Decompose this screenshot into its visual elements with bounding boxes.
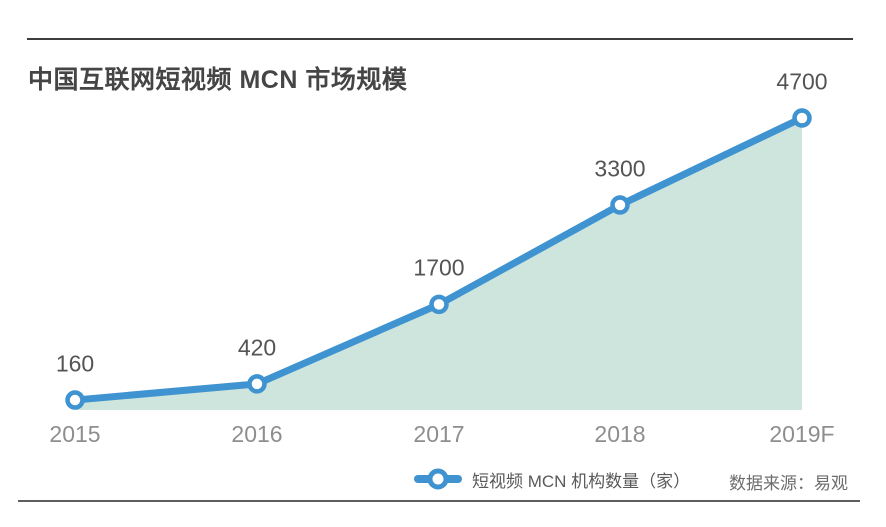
value-label: 420 <box>237 334 277 361</box>
data-point-marker <box>429 294 449 315</box>
x-axis-label: 2019F <box>769 421 835 447</box>
x-axis-label: 2016 <box>231 421 283 447</box>
legend-point-icon <box>427 468 449 490</box>
area-fill <box>75 118 802 410</box>
bottom-divider <box>18 500 860 502</box>
legend-series-label: 短视频 MCN 机构数量（家） <box>472 471 691 491</box>
data-point-marker <box>247 374 267 394</box>
legend-line-marker-icon <box>414 468 462 490</box>
data-point-marker <box>792 108 812 128</box>
data-point-marker <box>65 390 85 410</box>
value-label: 4700 <box>776 68 828 95</box>
top-divider <box>27 38 853 40</box>
data-source-label: 数据来源：易观 <box>729 474 848 493</box>
x-axis-label: 2017 <box>413 421 465 447</box>
legend: 短视频 MCN 机构数量（家） <box>414 466 690 492</box>
x-axis-label: 2015 <box>49 421 101 447</box>
value-label: 1700 <box>413 254 465 281</box>
x-axis-label: 2018 <box>594 421 646 447</box>
chart-title: 中国互联网短视频 MCN 市场规模 <box>28 66 408 94</box>
value-label: 3300 <box>594 155 646 182</box>
value-label: 160 <box>55 350 95 377</box>
data-point-marker <box>610 195 630 215</box>
